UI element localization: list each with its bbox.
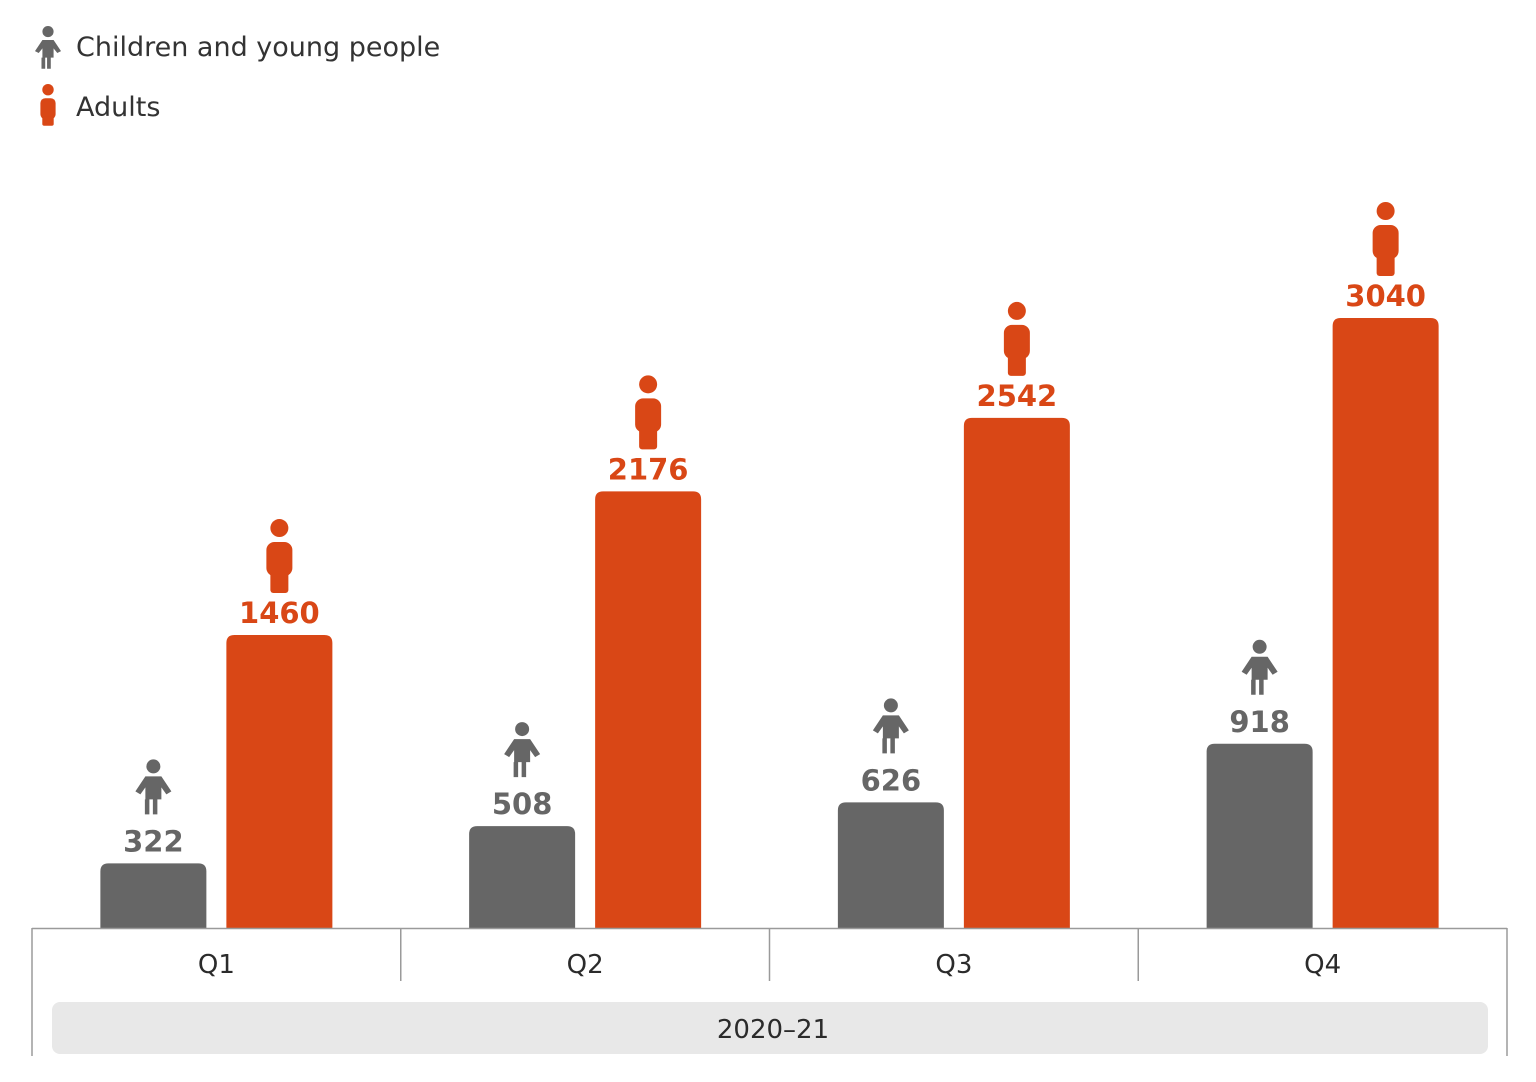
tick-label-q4: Q4 [1304,950,1341,980]
tick-label-q1: Q1 [198,950,235,980]
bar-children-q1 [100,863,207,928]
child-figure-icon [504,722,541,778]
value-label-adults-q2: 2176 [608,452,689,486]
tick-label-q3: Q3 [935,950,972,980]
legend-label-adults: Adults [76,92,160,123]
value-label-adults-q3: 2542 [977,379,1058,413]
child-figure-icon [135,759,172,815]
bar-group-q4: 918 3040 [1206,202,1439,928]
legend-label-children: Children and young people [76,32,440,63]
adult-figure-icon [266,519,293,594]
bar-children-q3 [837,802,944,928]
adult-figure-icon [635,375,662,450]
bar-adults-q1 [226,635,333,928]
adult-figure-icon [1003,301,1030,376]
value-label-children-q3: 626 [861,763,922,797]
value-label-children-q4: 918 [1229,705,1290,739]
legend-item-children: Children and young people [34,26,440,69]
value-label-children-q1: 322 [123,824,184,858]
value-label-adults-q4: 3040 [1345,279,1426,313]
bar-group-q3: 626 2542 [837,301,1070,928]
bar-adults-q2 [595,491,702,928]
child-figure-icon [872,698,909,754]
bar-group-q2: 508 2176 [469,375,702,928]
group-label: 2020–21 [717,1015,829,1045]
adult-figure-icon [40,84,56,126]
tick-label-q2: Q2 [567,950,604,980]
adult-figure-icon [1372,202,1399,276]
group-band-background [52,1002,1488,1054]
bar-group-q1: 322 1460 [100,519,333,928]
legend: Children and young people Adults [34,26,440,126]
group-band: 2020–21 [52,1002,1488,1054]
legend-item-adults: Adults [40,84,160,126]
bar-children-q4 [1206,743,1313,928]
value-label-adults-q1: 1460 [239,596,320,630]
x-axis: Q1 Q2 Q3 Q4 [31,927,1508,1056]
bar-adults-q3 [963,417,1070,928]
child-figure-icon [34,26,62,69]
bar-children-q2 [469,826,576,928]
bar-adults-q4 [1332,318,1439,928]
value-label-children-q2: 508 [492,787,553,821]
child-figure-icon [1241,639,1278,695]
bars-layer: 322 1460 508 2176 626 2542 918 3040 [100,202,1439,928]
